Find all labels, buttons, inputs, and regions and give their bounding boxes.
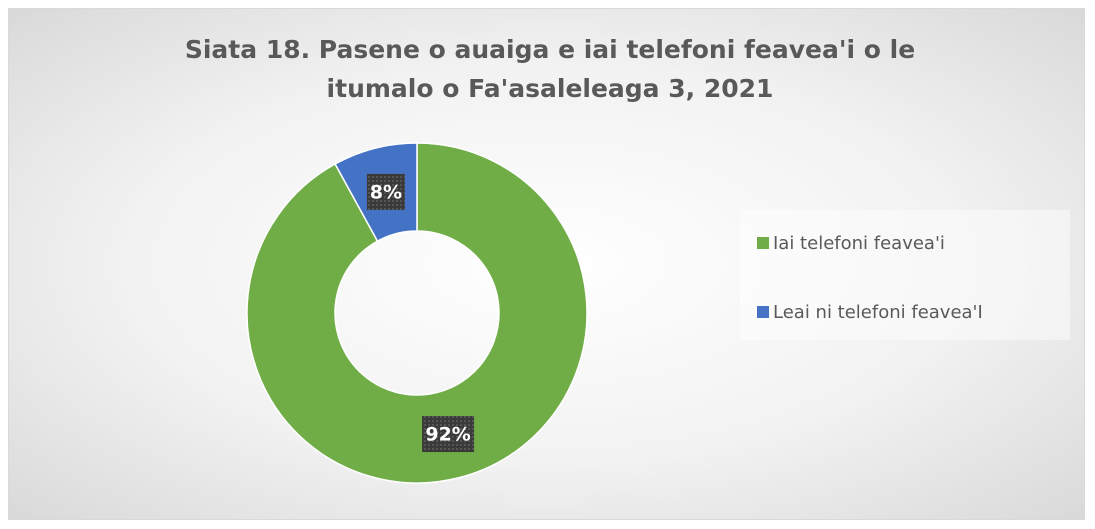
data-label-box (366, 173, 405, 210)
data-label-box (422, 416, 475, 453)
legend-box (740, 210, 1070, 340)
data-label: 92% (425, 424, 470, 446)
legend-swatch (757, 237, 769, 249)
data-label: 8% (370, 181, 402, 203)
legend-swatch (757, 306, 769, 318)
chart-title: Siata 18. Pasene o auaiga e iai telefoni… (184, 35, 916, 103)
donut-segment (246, 142, 588, 484)
legend-label: Iai telefoni feavea'i (773, 233, 945, 254)
legend-label: Leai ni telefoni feavea'I (773, 302, 983, 323)
